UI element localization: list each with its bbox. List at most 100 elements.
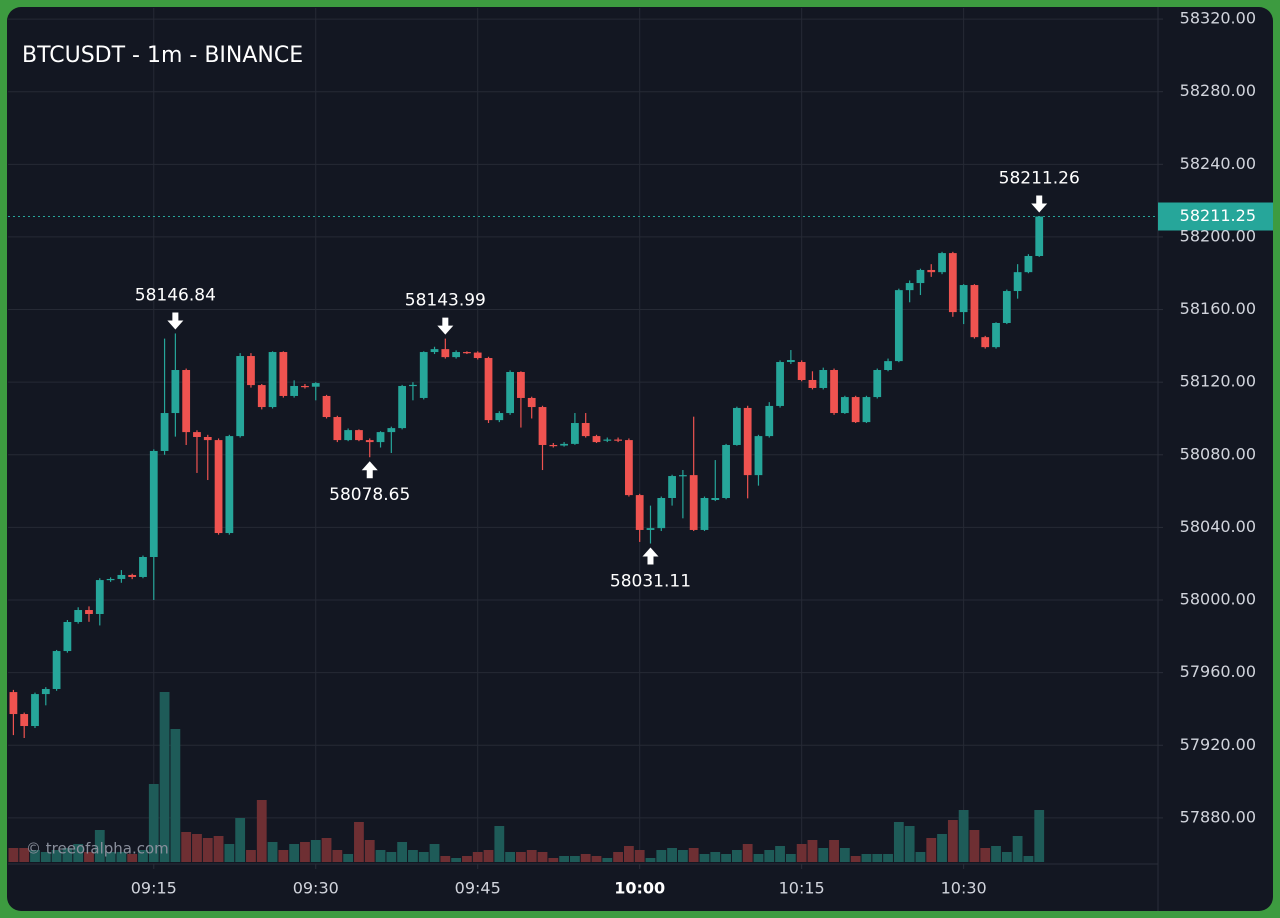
candle-body	[614, 439, 622, 441]
candle-body	[139, 557, 147, 577]
y-tick-label: 58000.00	[1180, 590, 1256, 609]
y-tick-label: 57960.00	[1180, 662, 1256, 681]
y-tick-label: 58080.00	[1180, 444, 1256, 463]
candle-body	[765, 405, 774, 437]
volume-bar	[51, 850, 62, 862]
candle-body	[873, 370, 882, 398]
volume-bar	[8, 848, 19, 862]
volume-bar	[321, 838, 332, 862]
volume-bar	[213, 836, 224, 862]
volume-bar	[645, 858, 656, 862]
x-tick-label: 09:15	[131, 879, 177, 898]
candle-body	[473, 352, 482, 359]
annotation-arrow	[437, 317, 454, 335]
volume-bar	[537, 852, 548, 862]
volume-bar	[235, 818, 246, 862]
x-tick-label: 09:45	[455, 879, 501, 898]
volume-bar	[818, 848, 829, 862]
candle-body	[452, 352, 461, 358]
candle-body	[657, 497, 666, 529]
volume-bar	[559, 856, 570, 862]
volume-bar	[677, 850, 688, 862]
x-tick-label: 10:00	[614, 879, 665, 898]
volume-bar	[947, 820, 958, 862]
candle-body	[236, 356, 245, 437]
volume-bar	[224, 844, 235, 862]
volume-bar	[429, 844, 440, 862]
candle-body	[992, 322, 1000, 348]
volume-bar	[148, 784, 159, 862]
candle-body	[808, 379, 817, 388]
candle-body	[905, 283, 914, 291]
candle-body	[85, 610, 93, 615]
candle-body	[581, 423, 590, 437]
volume-bar	[278, 850, 289, 862]
volume-layer	[8, 692, 1045, 862]
candle-body	[948, 253, 957, 313]
volume-bar	[84, 852, 94, 862]
candle-body	[689, 475, 698, 530]
volume-bar	[300, 842, 310, 862]
volume-bar	[159, 692, 170, 862]
volume-bar	[937, 834, 947, 862]
volume-bar	[451, 858, 462, 862]
candle-body	[732, 407, 741, 445]
candle-body	[203, 436, 212, 441]
annotation-arrow	[361, 461, 378, 479]
volume-bar	[181, 832, 192, 862]
annotation-label: 58146.84	[135, 285, 216, 305]
volume-bar	[634, 850, 645, 862]
candle-body	[290, 385, 299, 396]
volume-bar	[494, 826, 505, 862]
candle-body	[63, 621, 72, 652]
volume-bar	[591, 856, 602, 862]
volume-bar	[526, 850, 537, 862]
candle-body	[279, 352, 288, 396]
candle-body	[884, 361, 892, 371]
candle-body	[441, 349, 450, 358]
volume-bar	[958, 810, 969, 862]
volume-bar	[62, 848, 73, 862]
volume-bar	[1001, 852, 1012, 862]
volume-bar	[440, 856, 451, 862]
candle-body	[819, 370, 828, 388]
volume-bar	[354, 822, 364, 862]
grid	[8, 8, 1158, 862]
volume-bar	[462, 856, 472, 862]
volume-bar	[861, 854, 872, 862]
volume-bar	[516, 852, 526, 862]
volume-bar	[289, 844, 300, 862]
candle-body	[927, 269, 936, 273]
candle-body	[894, 290, 903, 362]
candle-body	[754, 436, 763, 476]
x-tick-label: 09:30	[293, 879, 339, 898]
candle-body	[700, 497, 709, 530]
volume-bar	[343, 854, 354, 862]
x-tick-label: 10:15	[779, 879, 825, 898]
y-tick-label: 58120.00	[1180, 372, 1256, 391]
volume-bar	[883, 854, 893, 862]
y-tick-label: 57880.00	[1180, 807, 1256, 826]
volume-bar	[613, 852, 623, 862]
candle-body	[1002, 291, 1011, 323]
volume-bar	[570, 856, 580, 862]
volume-bar	[332, 850, 343, 862]
volume-bar	[73, 844, 84, 862]
candle-body	[970, 285, 979, 338]
annotation-label: 58031.11	[610, 572, 691, 592]
candle-body	[506, 372, 514, 414]
volume-bar	[505, 852, 516, 862]
candle-body	[862, 397, 871, 423]
volume-bar	[127, 854, 138, 862]
candle-body	[625, 440, 633, 496]
volume-bar	[667, 848, 677, 862]
candle-body	[20, 714, 29, 727]
candle-body	[95, 580, 104, 615]
volume-bar	[699, 854, 710, 862]
volume-bar	[1023, 856, 1034, 862]
volume-bar	[807, 840, 818, 862]
volume-bar	[688, 848, 699, 862]
candle-body	[1035, 216, 1044, 256]
